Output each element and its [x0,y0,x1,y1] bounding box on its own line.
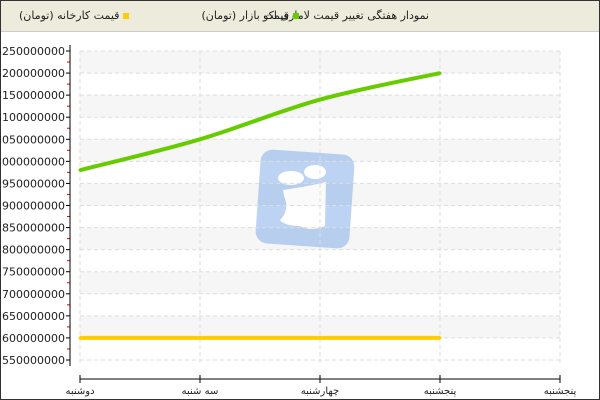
data-point-0 [438,71,442,75]
legend-item-factory[interactable]: قیمت کارخانه (تومان) [19,9,130,22]
data-point-1 [438,336,442,340]
legend-swatch-factory [123,12,130,19]
data-point-1 [318,336,322,340]
legend-label-factory: قیمت کارخانه (تومان) [19,9,120,22]
y-tick-label: 2700000000 [0,288,65,301]
data-point-0 [78,168,82,172]
data-point-0 [318,98,322,102]
y-tick-label: 3200000000 [0,67,65,80]
y-tick-label: 2650000000 [0,310,65,323]
legend-item-market[interactable]: قیمت بازار (تومان) [202,9,299,22]
x-tick-label: پنجشنبه [424,386,457,397]
chart-title: نمودار هفتگی تغییر قیمت لاماری اکو [262,9,429,22]
data-point-0 [198,137,202,141]
y-tick-label: 2550000000 [0,354,65,367]
x-tick-label: سه شنبه [182,386,219,397]
x-tick-label: پنجشنبه [544,386,577,397]
chart-header: نمودار هفتگی تغییر قیمت لاماری اکو قیمت … [1,1,599,32]
watermark-logo-icon [255,149,355,249]
legend-label-market: قیمت بازار (تومان) [201,9,289,22]
y-tick-label: 3000000000 [0,155,65,168]
y-tick-label: 2800000000 [0,244,65,257]
series-line-0 [79,71,441,173]
data-point-1 [198,336,202,340]
y-tick-label: 2950000000 [0,177,65,190]
y-tick-label: 2900000000 [0,200,65,213]
y-tick-label: 3250000000 [0,45,65,58]
x-tick-label: چهارشنبه [301,386,339,397]
data-point-1 [78,336,82,340]
y-tick-label: 3050000000 [0,133,65,146]
legend-swatch-market [293,12,299,19]
y-tick-label: 3150000000 [0,89,65,102]
y-tick-label: 2600000000 [0,332,65,345]
x-tick-label: دوشنبه [65,386,94,397]
y-tick-label: 2750000000 [0,266,65,279]
y-tick-label: 3100000000 [0,111,65,124]
y-tick-label: 2850000000 [0,222,65,235]
